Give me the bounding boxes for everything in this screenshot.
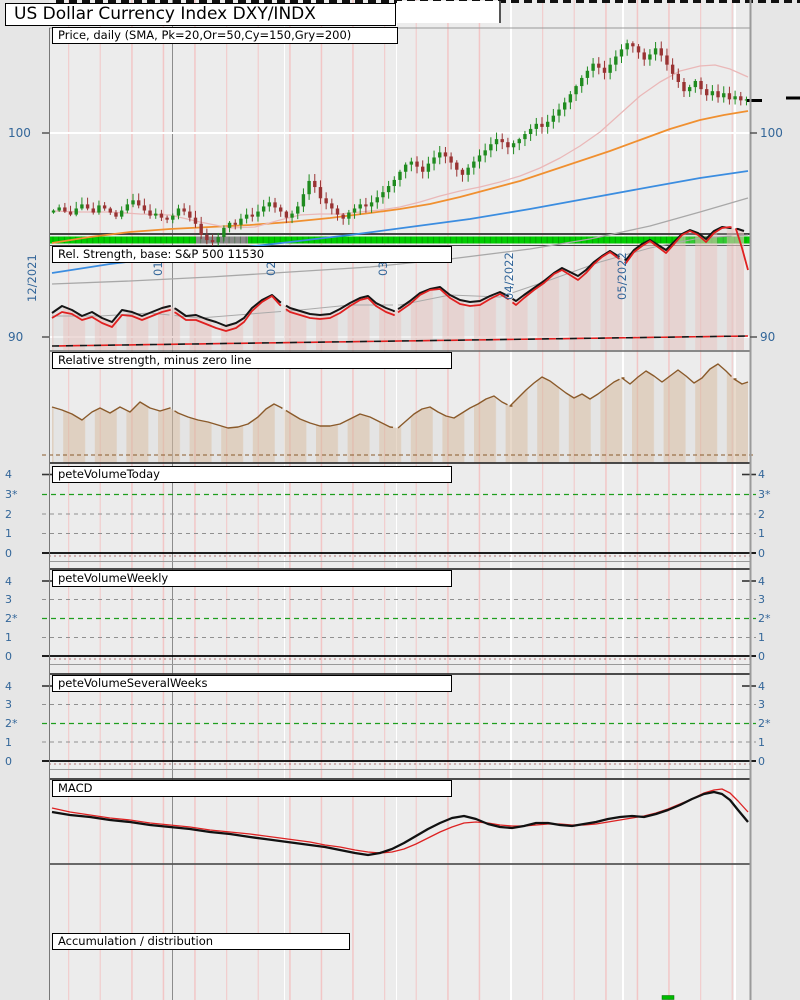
date-axis-label: 04/2022 — [501, 252, 516, 300]
volume_weekly-axis-label-right: 0 — [758, 649, 765, 663]
volume_several-axis-label-right: 1 — [758, 735, 765, 749]
month-gridline — [734, 0, 736, 1000]
volume_weekly-axis-label-left: 1 — [5, 631, 12, 644]
price-axis-label-right: 90 — [760, 329, 776, 344]
month-gridline — [395, 0, 397, 1000]
volume_weekly-axis-label-left: 3 — [5, 593, 12, 606]
volume_today-axis-label-right: 4 — [758, 468, 765, 481]
volume_weekly-axis-label-left: 4 — [5, 574, 12, 588]
volume_today-axis-label-right: 3* — [758, 488, 771, 501]
price-axis-label-right: 100 — [760, 125, 783, 140]
price-axis-label-left: 100 — [8, 125, 31, 140]
month-gridline — [622, 0, 624, 1000]
volume_several-axis-label-right: 0 — [758, 754, 765, 768]
volume_several-axis-label-right: 2* — [758, 717, 771, 730]
month-gridline — [283, 0, 285, 1000]
volume_weekly-axis-label-right: 4 — [758, 574, 765, 588]
volume_weekly-axis-label-right: 1 — [758, 631, 765, 644]
volume_weekly-axis-label-left: 2* — [5, 612, 18, 625]
volume_today-axis-label-left: 1 — [5, 527, 12, 540]
volume_weekly-axis-label-right: 2* — [758, 612, 771, 625]
volume_today-axis-label-right: 1 — [758, 527, 765, 540]
volume_weekly-axis-label-left: 0 — [5, 649, 12, 663]
volume_several-axis-label-right: 4 — [758, 679, 765, 693]
volume_today-axis-label-left: 2 — [5, 507, 12, 521]
panel-label-price[interactable]: Price, daily (SMA, Pk=20,Or=50,Cy=150,Gr… — [52, 27, 398, 44]
volume_today-axis-label-right: 2 — [758, 507, 765, 521]
price-axis-label-left: 90 — [8, 329, 24, 344]
volume_today-axis-label-left: 3* — [5, 488, 18, 501]
panel-label-volume-weekly[interactable]: peteVolumeWeekly — [52, 570, 452, 587]
volume_several-axis-label-left: 3 — [5, 698, 12, 711]
date-axis-label: 12/2021 — [24, 254, 39, 302]
volume_several-axis-label-left: 0 — [5, 754, 12, 768]
panel-label-rel-strength[interactable]: Rel. Strength, base: S&P 500 11530 — [52, 246, 452, 263]
year-gridline — [172, 0, 173, 1000]
date-axis-label: 05/2022 — [614, 252, 629, 300]
volume_several-axis-label-left: 4 — [5, 679, 12, 693]
panel-label-accumulation[interactable]: Accumulation / distribution — [52, 933, 350, 950]
volume_several-axis-label-left: 2* — [5, 717, 18, 730]
plot-background — [49, 0, 750, 1000]
panel-label-macd[interactable]: MACD — [52, 780, 452, 797]
month-gridline — [510, 0, 512, 1000]
panel-label-rel-strength-zero[interactable]: Relative strength, minus zero line — [52, 352, 452, 369]
volume_today-axis-label-right: 0 — [758, 546, 765, 560]
title-side-box — [397, 1, 501, 23]
panel-label-volume-several-weeks[interactable]: peteVolumeSeveralWeeks — [52, 675, 452, 692]
volume_several-axis-label-left: 1 — [5, 735, 12, 749]
volume_several-axis-label-right: 3 — [758, 698, 765, 711]
panel-label-volume-today[interactable]: peteVolumeToday — [52, 466, 452, 483]
volume_weekly-axis-label-right: 3 — [758, 593, 765, 606]
price-gridline — [49, 132, 750, 134]
window-title: US Dollar Currency Index DXY/INDX — [5, 3, 396, 26]
volume_today-axis-label-left: 4 — [5, 468, 12, 481]
volume_today-axis-label-left: 0 — [5, 546, 12, 560]
